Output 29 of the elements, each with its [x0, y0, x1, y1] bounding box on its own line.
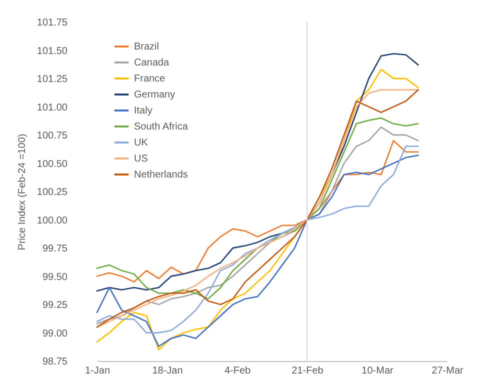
y-tick-label: 99.00 — [42, 328, 68, 340]
x-tick-label: 18-Jan — [152, 366, 183, 376]
y-tick-label: 99.25 — [42, 300, 68, 311]
y-tick-label: 101.75 — [36, 18, 68, 28]
legend-label: UK — [134, 138, 148, 148]
legend-label: Italy — [134, 106, 152, 116]
legend-label: US — [134, 154, 148, 164]
legend-label: Brazil — [134, 42, 160, 52]
y-tick-label: 100.00 — [36, 215, 68, 226]
x-tick-label: 1-Jan — [84, 366, 110, 376]
x-tick-label: 10-Mar — [362, 366, 394, 376]
y-tick-label: 99.50 — [42, 272, 68, 283]
y-tick-label: 98.75 — [42, 356, 68, 368]
y-tick-label: 101.00 — [36, 102, 68, 114]
x-tick-label: 21-Feb — [292, 366, 324, 376]
legend-label: South Africa — [134, 122, 188, 132]
legend-label: Netherlands — [134, 170, 188, 180]
y-tick-label: 101.25 — [36, 74, 68, 85]
x-tick-label: 27-Mar — [432, 366, 464, 376]
legend-label: France — [134, 74, 166, 84]
x-tick-label: 4-Feb — [224, 366, 251, 376]
legend-label: Germany — [134, 90, 176, 100]
y-tick-label: 100.25 — [36, 187, 68, 198]
y-tick-label: 101.50 — [36, 46, 68, 57]
legend-label: Canada — [134, 58, 170, 68]
y-tick-label: 99.75 — [42, 244, 68, 254]
y-tick-label: 100.50 — [36, 158, 68, 170]
y-tick-label: 100.75 — [36, 130, 68, 142]
y-axis-title: Price Index (Feb-24 =100) — [16, 134, 28, 250]
